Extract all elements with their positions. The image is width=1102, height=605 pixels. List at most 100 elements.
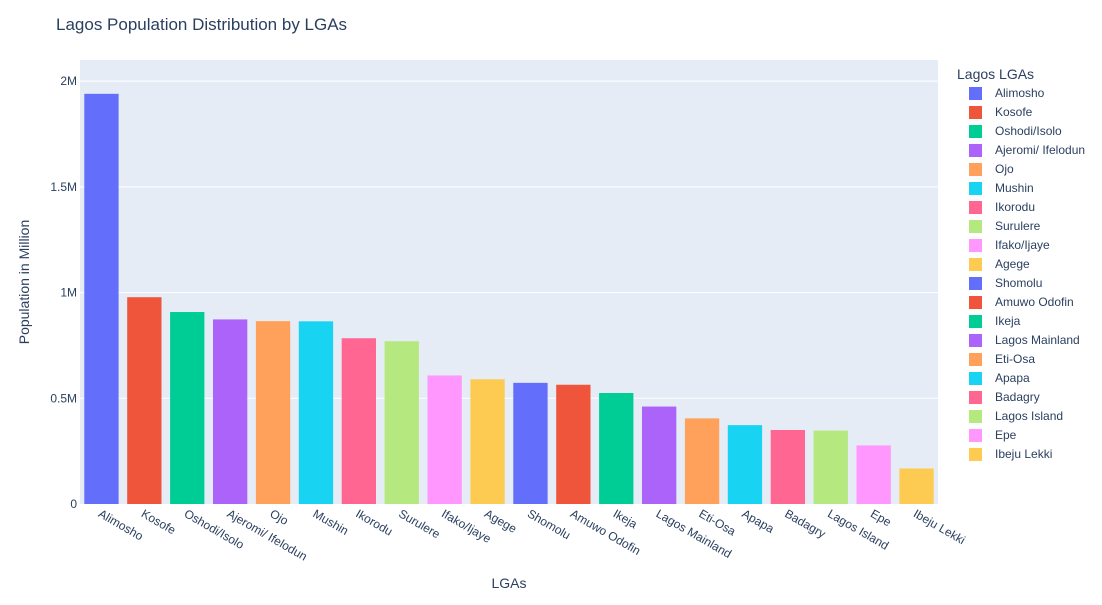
legend-label: Ibeju Lekki xyxy=(995,447,1052,461)
legend-item[interactable]: Shomolu xyxy=(969,276,1042,290)
x-tick-label: Badagry xyxy=(782,506,828,540)
legend-item[interactable]: Alimosho xyxy=(969,86,1045,100)
legend-swatch xyxy=(969,353,982,366)
x-tick-label: Mushin xyxy=(310,506,351,537)
legend-item[interactable]: Ikeja xyxy=(969,314,1021,328)
legend-item[interactable]: Mushin xyxy=(969,181,1034,195)
legend-label: Lagos Mainland xyxy=(995,333,1080,347)
legend-swatch xyxy=(969,125,982,138)
bar[interactable] xyxy=(684,418,720,504)
legend-item[interactable]: Agege xyxy=(969,257,1030,271)
legend-label: Ifako/Ijaye xyxy=(995,238,1050,252)
bar[interactable] xyxy=(513,382,548,504)
bar[interactable] xyxy=(813,430,848,504)
bar[interactable] xyxy=(170,312,205,504)
y-tick-label: 1M xyxy=(60,286,77,300)
y-tick-label: 0.5M xyxy=(50,391,77,405)
legend-swatch xyxy=(969,296,982,309)
bar[interactable] xyxy=(427,375,462,504)
legend-label: Ajeromi/ Ifelodun xyxy=(995,143,1085,157)
legend-label: Ojo xyxy=(995,162,1014,176)
bar[interactable] xyxy=(341,338,377,504)
legend-item[interactable]: Ajeromi/ Ifelodun xyxy=(969,143,1085,157)
legend-label: Ikeja xyxy=(995,314,1021,328)
legend-label: Apapa xyxy=(995,371,1030,385)
legend-item[interactable]: Ibeju Lekki xyxy=(969,447,1052,461)
legend-label: Amuwo Odofin xyxy=(995,295,1074,309)
bar[interactable] xyxy=(470,379,505,504)
y-axis-ticks: 0 0.5M 1M 1.5M 2M xyxy=(50,74,77,511)
legend-label: Eti-Osa xyxy=(995,352,1035,366)
chart-title: Lagos Population Distribution by LGAs xyxy=(56,15,347,34)
legend-item[interactable]: Surulere xyxy=(969,219,1041,233)
bar[interactable] xyxy=(770,430,806,504)
bar[interactable] xyxy=(599,393,634,504)
legend-item[interactable]: Oshodi/Isolo xyxy=(969,124,1062,138)
legend-swatch xyxy=(969,201,982,214)
bar[interactable] xyxy=(384,341,419,504)
y-axis-label: Population in Million xyxy=(16,220,32,345)
bar[interactable] xyxy=(556,384,591,504)
legend-item[interactable]: Epe xyxy=(969,428,1017,442)
y-tick-label: 1.5M xyxy=(50,180,77,194)
legend-swatch xyxy=(969,87,982,100)
legend-swatch xyxy=(969,429,982,442)
legend-item[interactable]: Apapa xyxy=(969,371,1030,385)
legend-label: Oshodi/Isolo xyxy=(995,124,1062,138)
legend-swatch xyxy=(969,391,982,404)
x-tick-label: Surulere xyxy=(396,506,443,541)
legend-item[interactable]: Amuwo Odofin xyxy=(969,295,1074,309)
legend-label: Epe xyxy=(995,428,1017,442)
bar[interactable] xyxy=(899,468,934,504)
gridlines xyxy=(80,80,938,399)
legend-item[interactable]: Lagos Island xyxy=(969,409,1063,423)
legend-item[interactable]: Lagos Mainland xyxy=(969,333,1080,347)
legend-item[interactable]: Ojo xyxy=(969,162,1014,176)
legend-swatch xyxy=(969,277,982,290)
legend-swatch xyxy=(969,163,982,176)
bar[interactable] xyxy=(727,425,763,504)
bar[interactable] xyxy=(212,319,248,504)
legend-item[interactable]: Badagry xyxy=(969,390,1040,404)
bar[interactable] xyxy=(856,445,891,504)
bar[interactable] xyxy=(127,297,162,504)
bar[interactable] xyxy=(84,93,119,504)
x-tick-label: Shomolu xyxy=(525,506,573,542)
legend-swatch xyxy=(969,410,982,423)
x-tick-label: Apapa xyxy=(739,506,776,536)
legend-label: Ikorodu xyxy=(995,200,1035,214)
bar[interactable] xyxy=(641,406,677,504)
legend-swatch xyxy=(969,144,982,157)
bar[interactable] xyxy=(255,321,291,504)
x-tick-label: Ikeja xyxy=(611,506,640,531)
legend[interactable]: Alimosho Kosofe Oshodi/Isolo Ajeromi/ Ifelo… xyxy=(969,86,1085,461)
legend-label: Kosofe xyxy=(995,105,1033,119)
legend-item[interactable]: Ikorodu xyxy=(969,200,1035,214)
bar[interactable] xyxy=(298,321,334,504)
x-tick-label: Ikorodu xyxy=(353,506,395,538)
legend-item[interactable]: Eti-Osa xyxy=(969,352,1035,366)
legend-item[interactable]: Kosofe xyxy=(969,105,1033,119)
legend-label: Shomolu xyxy=(995,276,1042,290)
legend-swatch xyxy=(969,334,982,347)
x-tick-label: Lagos Mainland xyxy=(654,506,734,560)
x-tick-label: Alimosho xyxy=(96,506,146,543)
legend-swatch xyxy=(969,372,982,385)
y-tick-label: 2M xyxy=(60,74,77,88)
bars xyxy=(84,93,934,504)
legend-item[interactable]: Ifako/Ijaye xyxy=(969,238,1050,252)
legend-swatch xyxy=(969,239,982,252)
x-tick-label: Ojo xyxy=(268,506,291,528)
legend-swatch xyxy=(969,448,982,461)
y-tick-label: 0 xyxy=(70,497,77,511)
legend-label: Agege xyxy=(995,257,1030,271)
legend-label: Badagry xyxy=(995,390,1040,404)
legend-swatch xyxy=(969,258,982,271)
x-tick-label: Epe xyxy=(868,506,894,529)
legend-label: Mushin xyxy=(995,181,1034,195)
legend-title: Lagos LGAs xyxy=(957,66,1034,82)
legend-swatch xyxy=(969,106,982,119)
